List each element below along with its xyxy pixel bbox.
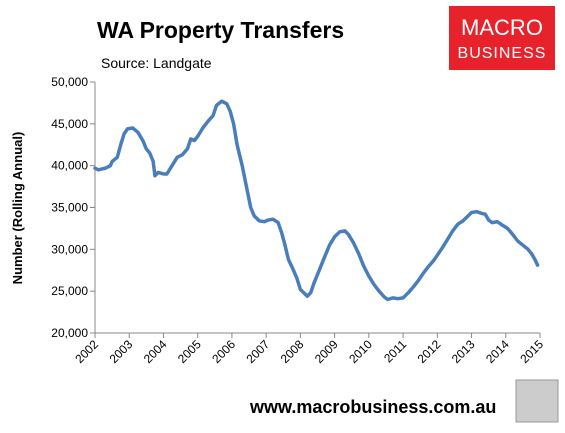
x-tick-label: 2005 bbox=[175, 337, 204, 366]
x-tick-label: 2006 bbox=[209, 337, 238, 366]
y-tick-label: 50,000 bbox=[51, 75, 88, 89]
y-tick-label: 20,000 bbox=[51, 326, 88, 340]
logo-text: BUSINESS bbox=[458, 45, 547, 62]
y-tick-label: 40,000 bbox=[51, 159, 88, 173]
website: www.macrobusiness.com.au bbox=[249, 397, 496, 417]
x-tick-label: 2004 bbox=[141, 337, 170, 366]
y-axis-label: Number (Rolling Annual) bbox=[10, 132, 25, 285]
y-tick-label: 25,000 bbox=[51, 284, 88, 298]
x-tick-label: 2003 bbox=[107, 337, 136, 366]
x-tick-label: 2007 bbox=[243, 337, 272, 366]
logo-text: MACRO bbox=[461, 15, 543, 40]
chart-title: WA Property Transfers bbox=[97, 17, 344, 43]
logo-image bbox=[515, 379, 559, 423]
x-tick-label: 2013 bbox=[449, 337, 478, 366]
y-tick-label: 35,000 bbox=[51, 201, 88, 215]
y-tick-label: 30,000 bbox=[51, 242, 88, 256]
x-tick-label: 2012 bbox=[415, 337, 444, 366]
x-tick-label: 2002 bbox=[72, 337, 101, 366]
x-tick-label: 2015 bbox=[517, 337, 546, 366]
x-tick-label: 2011 bbox=[381, 337, 409, 365]
x-tick-label: 2014 bbox=[483, 337, 512, 366]
data-line bbox=[93, 99, 540, 302]
x-tick-label: 2010 bbox=[346, 337, 375, 366]
x-tick-label: 2009 bbox=[312, 337, 341, 366]
y-tick-label: 45,000 bbox=[51, 117, 88, 131]
x-tick-label: 2008 bbox=[278, 337, 307, 366]
logo-box bbox=[449, 6, 555, 70]
chart-subtitle: Source: Landgate bbox=[101, 55, 212, 71]
